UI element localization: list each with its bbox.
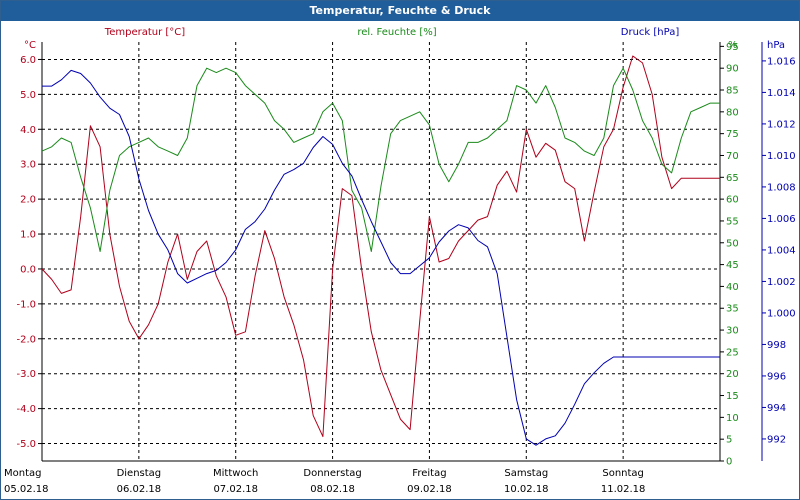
temperature-tick-label: 3.0 (20, 160, 36, 171)
x-tick-day: Samstag (504, 468, 548, 479)
legend-pressure: Druck [hPa] (621, 27, 680, 38)
humidity-tick-label: 55 (726, 216, 739, 227)
x-tick-day: Sonntag (602, 468, 644, 479)
pressure-tick-label: 1.016 (767, 56, 796, 67)
pressure-tick-label: 994 (767, 403, 786, 414)
humidity-tick-label: 50 (726, 238, 739, 249)
temperature-tick-label: -4.0 (16, 404, 36, 415)
humidity-tick-label: 30 (726, 326, 739, 337)
humidity-tick-label: 60 (726, 195, 739, 206)
pressure-tick-label: 1.008 (767, 182, 796, 193)
series-line-pressure (42, 69, 720, 446)
series-line-temperature (41, 55, 720, 438)
temperature-tick-label: -5.0 (16, 439, 36, 450)
humidity-tick-label: 10 (726, 413, 739, 424)
series-line-humidity (41, 67, 720, 252)
humidity-tick-label: 80 (726, 107, 739, 118)
x-tick-day: Montag (4, 468, 41, 479)
humidity-tick-label: 0 (726, 457, 732, 468)
temperature-unit-label: °C (24, 40, 36, 51)
temperature-tick-label: -1.0 (16, 299, 36, 310)
pressure-tick-label: 1.004 (767, 245, 796, 256)
pressure-tick-label: 998 (767, 340, 786, 351)
x-tick-day: Mittwoch (213, 468, 258, 479)
temperature-tick-label: 6.0 (20, 55, 36, 66)
humidity-tick-label: 5 (726, 435, 732, 446)
humidity-tick-label: 40 (726, 282, 739, 293)
humidity-tick-label: 45 (726, 260, 739, 271)
temperature-tick-label: 5.0 (20, 90, 36, 101)
pressure-tick-label: 996 (767, 371, 786, 382)
pressure-tick-label: 1.006 (767, 214, 796, 225)
window-title: Temperatur, Feuchte & Druck (1, 1, 799, 21)
x-tick-date: 11.02.18 (601, 484, 646, 495)
series-lines (41, 55, 720, 446)
x-tick-day: Freitag (412, 468, 446, 479)
x-tick-day: Dienstag (117, 468, 162, 479)
humidity-tick-label: 90 (726, 64, 739, 75)
legend-humidity: rel. Feuchte [%] (357, 27, 436, 38)
humidity-tick-label: 15 (726, 391, 739, 402)
temperature-tick-label: 0.0 (20, 264, 36, 275)
x-tick-date: 07.02.18 (213, 484, 258, 495)
temperature-tick-label: -3.0 (16, 369, 36, 380)
x-tick-day: Donnerstag (303, 468, 361, 479)
tick-labels: -5.0 -4.0 -3.0 -2.0 -1.0 0.0 1.0 2.0 3.0 4.0 5.0 6.… (4, 27, 796, 495)
humidity-tick-label: 95 (726, 42, 739, 53)
x-tick-date: 08.02.18 (310, 484, 355, 495)
pressure-tick-label: 1.014 (767, 88, 796, 99)
temperature-tick-label: 4.0 (20, 125, 36, 136)
pressure-tick-label: 992 (767, 434, 786, 445)
temperature-tick-label: 2.0 (20, 195, 36, 206)
x-tick-date: 10.02.18 (504, 484, 549, 495)
humidity-tick-label: 35 (726, 304, 739, 315)
pressure-tick-label: 1.010 (767, 151, 796, 162)
pressure-tick-label: 1.012 (767, 119, 796, 130)
axes (38, 42, 766, 462)
pressure-tick-label: 1.002 (767, 277, 796, 288)
humidity-tick-label: 85 (726, 86, 739, 97)
humidity-tick-label: 65 (726, 173, 739, 184)
temperature-tick-label: -2.0 (16, 334, 36, 345)
temperature-tick-label: 1.0 (20, 230, 36, 241)
humidity-tick-label: 75 (726, 129, 739, 140)
legend-temperature: Temperatur [°C] (104, 27, 185, 38)
x-tick-date: 05.02.18 (4, 484, 49, 495)
humidity-tick-label: 70 (726, 151, 739, 162)
humidity-tick-label: 20 (726, 369, 739, 380)
humidity-tick-label: 25 (726, 347, 739, 358)
pressure-tick-label: 1.000 (767, 308, 796, 319)
grid (42, 42, 721, 461)
humidity-unit-label: % (728, 40, 738, 51)
x-tick-date: 09.02.18 (407, 484, 452, 495)
x-tick-date: 06.02.18 (117, 484, 162, 495)
pressure-unit-label: hPa (767, 40, 785, 51)
